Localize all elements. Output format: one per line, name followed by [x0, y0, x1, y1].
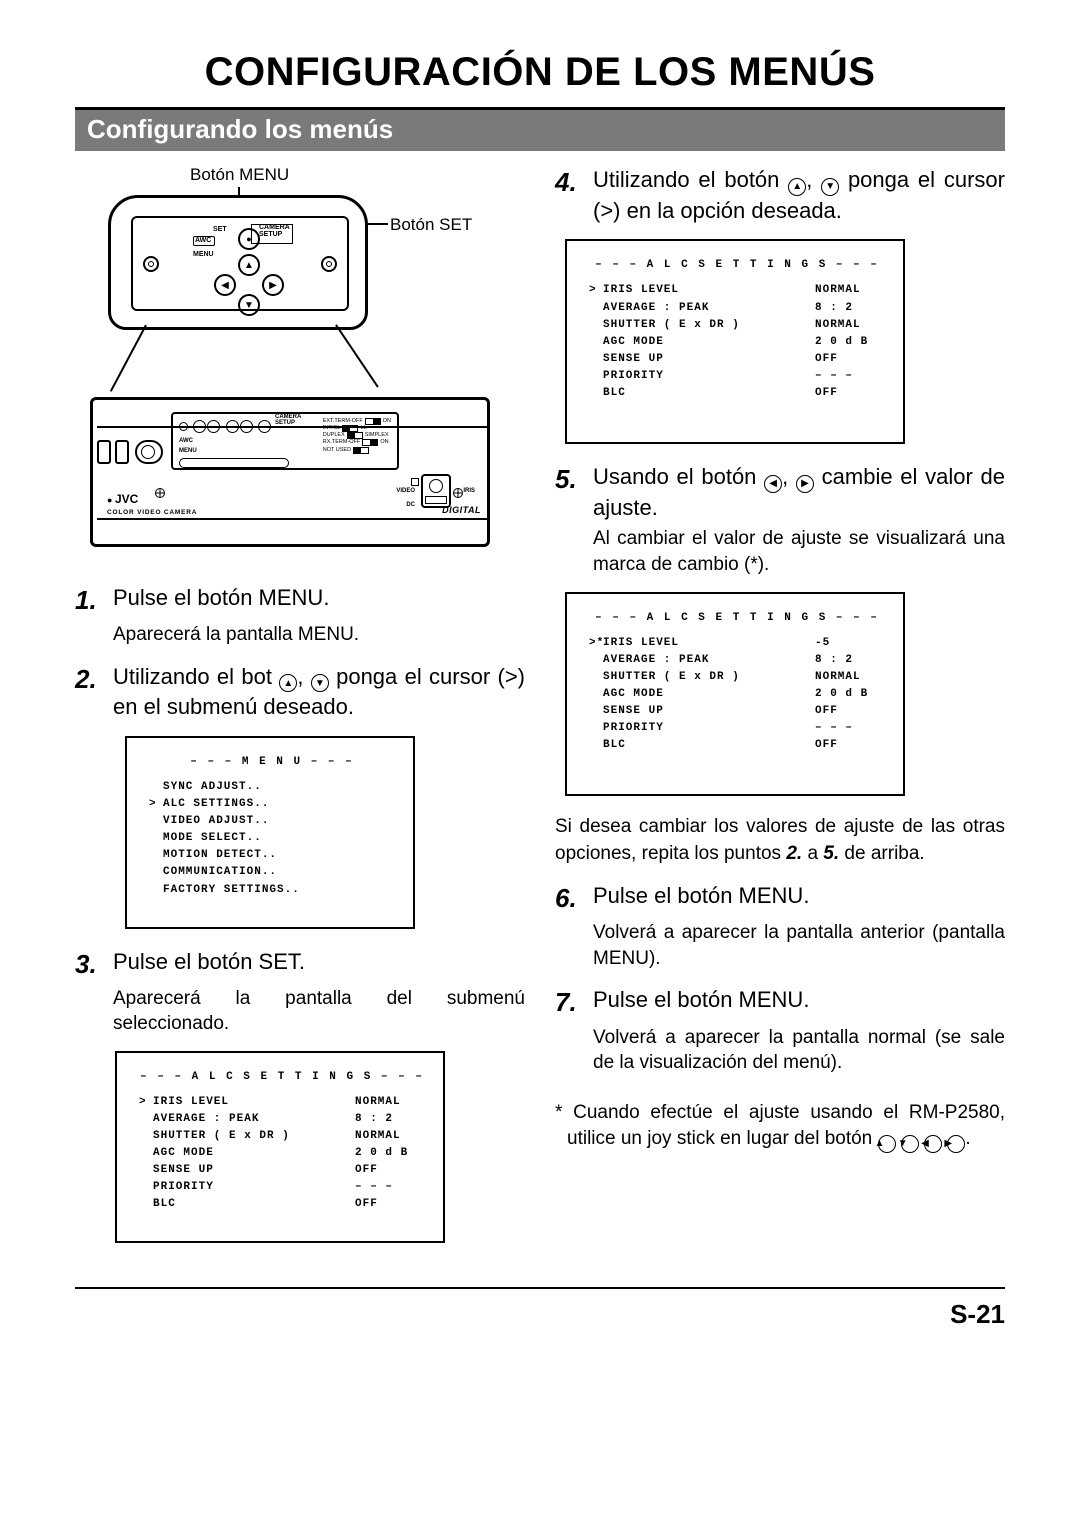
step-3: 3. Pulse el botón SET. Aparecerá la pant… — [75, 947, 525, 1037]
step-7: 7. Pulse el botón MENU. Volverá a aparec… — [555, 985, 1005, 1075]
section-header: Configurando los menús — [75, 107, 1005, 151]
down-icon: ▼ — [311, 674, 329, 692]
down-icon: ▼ — [821, 178, 839, 196]
left-icon: ◀ — [924, 1135, 942, 1153]
screen-alc-b: – – – A L C S E T T I N G S – – – >IRIS … — [565, 239, 905, 443]
camera-body: CAMERA SETUP AWC MENU EXT.TERM-OFFON INT… — [90, 397, 490, 547]
screen-menu: – – – M E N U – – – SYNC ADJUST..>ALC SE… — [125, 736, 415, 928]
step-5: 5. Usando el botón ◀, ▶ cambie el valor … — [555, 462, 1005, 578]
up-icon: ▲ — [788, 178, 806, 196]
label-set: Botón SET — [390, 215, 472, 235]
footnote: * Cuando efectúe el ajuste usando el RM-… — [555, 1100, 1005, 1154]
step-4: 4. Utilizando el botón ▲, ▼ ponga el cur… — [555, 165, 1005, 225]
up-icon: ▲ — [279, 674, 297, 692]
step-6: 6. Pulse el botón MENU. Volverá a aparec… — [555, 881, 1005, 971]
left-icon: ◀ — [764, 475, 782, 493]
down-icon: ▼ — [901, 1135, 919, 1153]
screen-alc-a: – – – A L C S E T T I N G S – – – >IRIS … — [115, 1051, 445, 1243]
device-diagram: Botón MENU Botón SET SET AWC MENU CAMERA… — [90, 165, 510, 565]
right-icon: ▶ — [796, 475, 814, 493]
right-icon: ▶ — [947, 1135, 965, 1153]
screen-alc-c: – – – A L C S E T T I N G S – – – >*IRIS… — [565, 592, 905, 796]
page-number: S-21 — [75, 1299, 1005, 1330]
up-icon: ▲ — [878, 1135, 896, 1153]
footer-rule — [75, 1287, 1005, 1289]
page-title: CONFIGURACIÓN DE LOS MENÚS — [75, 50, 1005, 95]
step-1: 1. Pulse el botón MENU. Aparecerá la pan… — [75, 583, 525, 648]
step-2: 2. Utilizando el bot ▲, ▼ ponga el curso… — [75, 662, 525, 722]
top-panel: SET AWC MENU CAMERA SETUP ● ▲ ▼ ◀ ▶ — [108, 195, 368, 330]
label-menu: Botón MENU — [190, 165, 289, 185]
repeat-note: Si desea cambiar los valores de ajuste d… — [555, 814, 1005, 867]
